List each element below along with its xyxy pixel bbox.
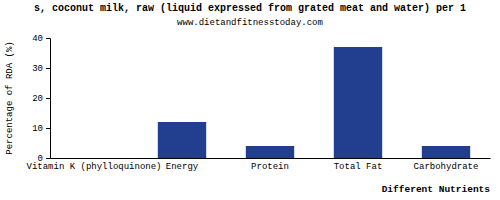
y-tick-mark [46,98,50,99]
y-tick: 20 [32,94,50,104]
bar [158,122,206,158]
y-axis-title: Percentage of RDA (%) [5,41,15,154]
bars [158,47,470,158]
chart: s, coconut milk, raw (liquid expressed f… [0,0,500,200]
bar [334,47,382,158]
bar [70,158,118,159]
y-tick-mark [46,158,50,159]
y-axis-line [46,39,51,159]
subtitle: www.dietandfitnesstoday.com [177,18,323,28]
y-tick: 30 [32,64,50,74]
plot: 010203040Vitamin K (phylloquinone)Energy… [26,34,490,172]
y-tick-mark [46,68,50,69]
y-tick-mark [46,128,50,129]
bar [422,146,470,158]
title: s, coconut milk, raw (liquid expressed f… [34,3,466,14]
y-tick: 40 [32,34,50,44]
y-tick-label: 10 [32,124,43,134]
y-axis: 010203040 [32,34,50,164]
x-tick: Total Fat [334,158,383,172]
x-axis-line [51,158,491,159]
y-tick-label: 30 [32,64,43,74]
x-tick-label: Vitamin K (phylloquinone) [26,162,161,172]
x-axis: Vitamin K (phylloquinone) Energy Protein To… [26,158,490,172]
y-tick-label: 40 [32,34,43,44]
x-tick-label: Total Fat [334,162,383,172]
y-tick: 10 [32,124,50,134]
x-tick-label: Energy [166,162,199,172]
y-tick-label: 20 [32,94,43,104]
x-tick: Protein [251,158,289,172]
x-tick: Vitamin K (phylloquinone) [26,158,161,172]
x-tick-label: Protein [251,162,289,172]
bar [246,146,294,158]
x-tick: Carbohydrate [414,158,479,172]
x-axis-title: Different Nutrients [382,184,491,195]
x-tick: Energy [166,158,199,172]
x-tick-label: Carbohydrate [414,162,479,172]
y-tick-mark [46,38,50,39]
